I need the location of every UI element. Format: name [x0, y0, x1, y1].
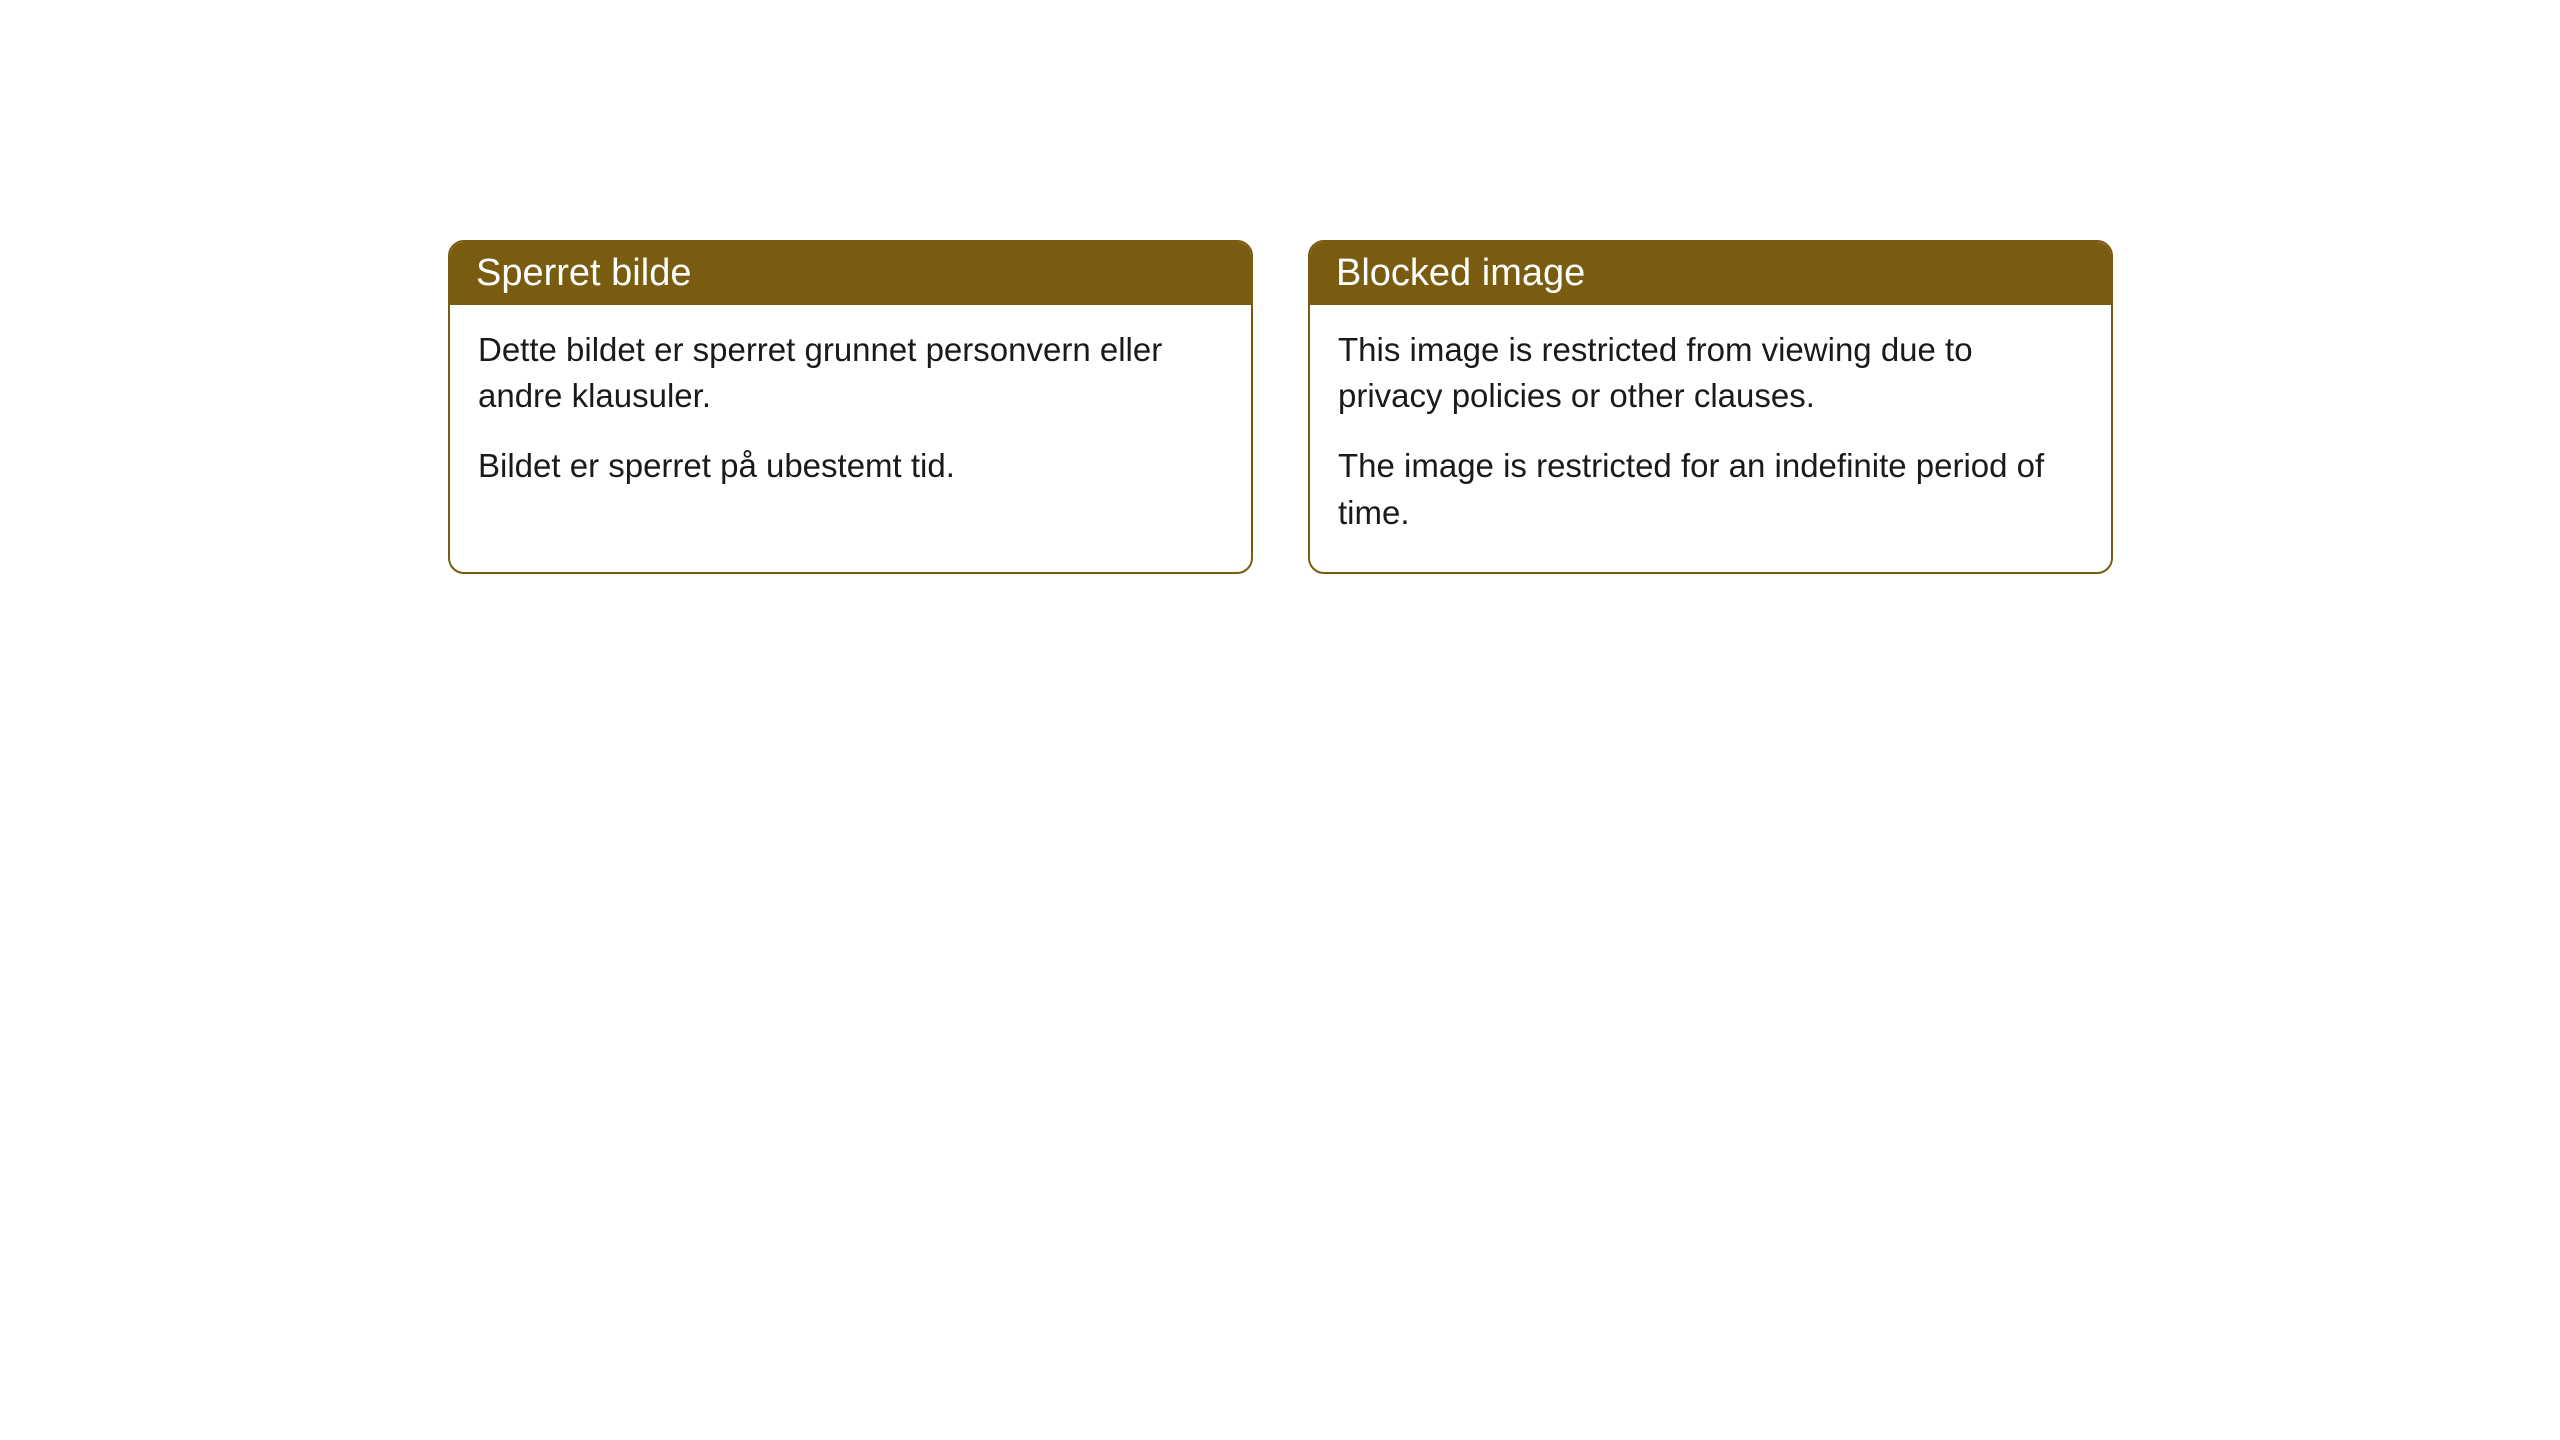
card-title-norwegian: Sperret bilde: [476, 252, 691, 294]
card-body-english: This image is restricted from viewing du…: [1310, 305, 2111, 572]
card-paragraph2-english: The image is restricted for an indefinit…: [1338, 443, 2083, 535]
card-english: Blocked image This image is restricted f…: [1308, 240, 2113, 574]
card-header-english: Blocked image: [1310, 242, 2111, 305]
card-header-norwegian: Sperret bilde: [450, 242, 1251, 305]
cards-container: Sperret bilde Dette bildet er sperret gr…: [448, 240, 2113, 574]
card-paragraph1-norwegian: Dette bildet er sperret grunnet personve…: [478, 327, 1223, 419]
card-norwegian: Sperret bilde Dette bildet er sperret gr…: [448, 240, 1253, 574]
card-paragraph2-norwegian: Bildet er sperret på ubestemt tid.: [478, 443, 1223, 489]
card-body-norwegian: Dette bildet er sperret grunnet personve…: [450, 305, 1251, 526]
card-paragraph1-english: This image is restricted from viewing du…: [1338, 327, 2083, 419]
card-title-english: Blocked image: [1336, 252, 1585, 294]
